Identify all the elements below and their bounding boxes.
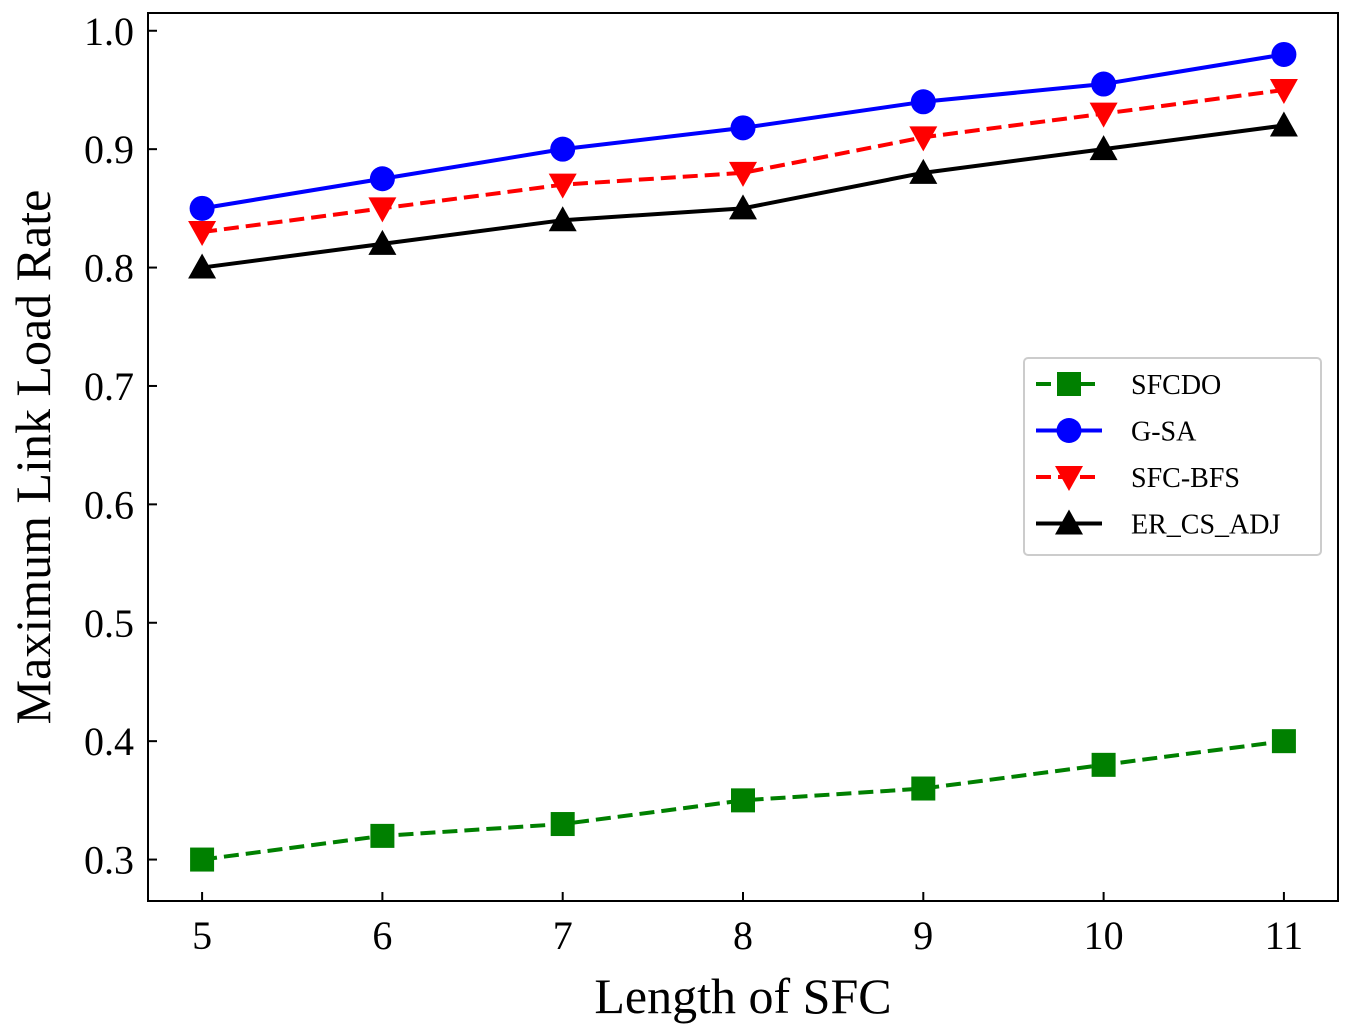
data-point-sfc-bfs xyxy=(188,221,217,247)
data-point-sfcdo xyxy=(190,847,215,872)
data-point-g-sa xyxy=(550,136,576,162)
data-point-sfc-bfs xyxy=(1089,102,1118,128)
y-tick-label: 0.6 xyxy=(84,482,134,527)
y-tick-label: 0.4 xyxy=(84,719,134,764)
series-layer xyxy=(188,41,1298,872)
data-point-sfcdo xyxy=(1091,752,1116,777)
data-point-sfc-bfs xyxy=(1269,78,1298,104)
y-tick-label: 0.8 xyxy=(84,246,134,291)
legend-marker-sfcdo xyxy=(1057,372,1081,396)
data-point-sfcdo xyxy=(911,776,936,801)
series-er-cs-adj xyxy=(188,111,1298,279)
data-point-sfc-bfs xyxy=(729,161,757,187)
y-tick-label: 0.3 xyxy=(84,838,134,883)
data-point-sfcdo xyxy=(731,788,755,813)
legend: SFCDO G-SA SFC-BFS ER_CS_ADJ xyxy=(1023,357,1322,556)
legend-label-sfc-bfs: SFC-BFS xyxy=(1131,463,1240,494)
data-point-sfcdo xyxy=(1271,729,1296,754)
data-point-er-cs-adj xyxy=(548,206,577,232)
data-point-er-cs-adj xyxy=(909,158,938,184)
y-tick-label: 0.5 xyxy=(84,601,134,646)
x-tick-label: 11 xyxy=(1265,913,1304,958)
data-point-er-cs-adj xyxy=(368,229,397,255)
data-point-er-cs-adj xyxy=(1269,111,1298,137)
data-point-sfc-bfs xyxy=(548,173,577,199)
data-point-er-cs-adj xyxy=(188,253,217,279)
x-tick-label: 6 xyxy=(372,913,392,958)
series-sfc-bfs xyxy=(188,78,1298,247)
data-point-sfcdo xyxy=(550,812,575,837)
series-g-sa xyxy=(189,41,1297,221)
legend-marker-g-sa xyxy=(1056,418,1082,443)
legend-label-er-cs-adj: ER_CS_ADJ xyxy=(1131,510,1280,541)
data-point-sfc-bfs xyxy=(909,126,938,152)
data-point-er-cs-adj xyxy=(729,194,757,220)
x-tick-label: 8 xyxy=(733,913,753,958)
legend-label-sfcdo: SFCDO xyxy=(1131,370,1221,401)
y-axis-title: Maximum Link Load Rate xyxy=(5,190,61,725)
legend-marker-sfc-bfs xyxy=(1055,466,1083,491)
x-tick-label: 5 xyxy=(192,913,212,958)
y-axis: 0.3 0.4 0.5 0.6 0.7 0.8 0.9 1.0 xyxy=(84,9,157,883)
x-tick-label: 7 xyxy=(553,913,573,958)
data-point-g-sa xyxy=(189,195,215,221)
data-point-g-sa xyxy=(1091,71,1117,97)
legend-marker-er-cs-adj xyxy=(1055,509,1083,535)
data-point-g-sa xyxy=(369,166,395,192)
series-sfcdo xyxy=(190,729,1296,872)
x-tick-label: 10 xyxy=(1084,913,1124,958)
x-axis: 5 6 7 8 9 10 11 xyxy=(192,892,1303,958)
legend-frame xyxy=(1023,357,1322,556)
y-tick-label: 1.0 xyxy=(84,9,134,54)
data-point-g-sa xyxy=(910,89,936,115)
x-axis-title: Length of SFC xyxy=(594,968,891,1024)
legend-label-g-sa: G-SA xyxy=(1131,417,1197,448)
y-tick-label: 0.7 xyxy=(84,364,134,409)
data-point-g-sa xyxy=(1271,41,1297,67)
data-point-sfcdo xyxy=(370,823,395,848)
x-tick-label: 9 xyxy=(913,913,933,958)
data-point-sfc-bfs xyxy=(368,197,397,223)
y-tick-label: 0.9 xyxy=(84,127,134,172)
data-point-g-sa xyxy=(730,115,756,141)
data-point-er-cs-adj xyxy=(1089,135,1118,161)
